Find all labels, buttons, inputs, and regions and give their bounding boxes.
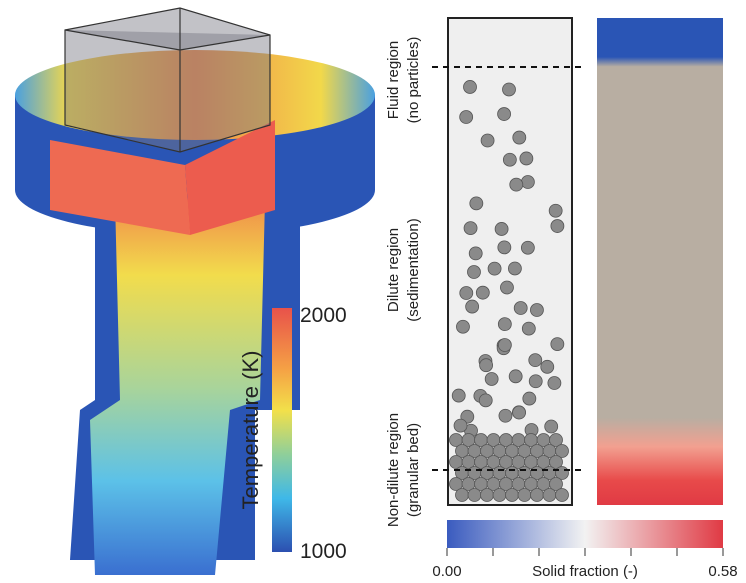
- temperature-colorbar: [272, 308, 292, 552]
- region-label: Dilute region: [385, 228, 402, 312]
- particle: [551, 220, 564, 233]
- particle: [498, 339, 511, 352]
- particle: [493, 489, 506, 502]
- region-note: (no particles): [405, 37, 422, 124]
- colorbar-max: 0.58: [708, 563, 737, 580]
- particle: [529, 375, 542, 388]
- particle: [456, 320, 469, 333]
- particle: [549, 204, 562, 217]
- particle: [503, 153, 516, 166]
- particle: [543, 489, 556, 502]
- particle: [456, 489, 469, 502]
- particle: [522, 322, 535, 335]
- solid-fraction-colorbar: [447, 520, 723, 548]
- particle: [467, 266, 480, 279]
- particle: [529, 354, 542, 367]
- particle: [464, 222, 477, 235]
- particle: [479, 394, 492, 407]
- particle: [521, 175, 534, 188]
- particle: [495, 222, 508, 235]
- colorbar-ticks: [447, 548, 723, 556]
- particle: [498, 318, 511, 331]
- particle: [508, 262, 521, 275]
- particle: [551, 338, 564, 351]
- region-label: Fluid region: [385, 41, 402, 119]
- particle: [520, 152, 533, 165]
- particle: [513, 131, 526, 144]
- particle: [464, 80, 477, 93]
- particle: [468, 489, 481, 502]
- particle: [521, 241, 534, 254]
- region-note: (granular bed): [405, 423, 422, 517]
- particle: [503, 83, 516, 96]
- particle: [500, 281, 513, 294]
- particle: [481, 134, 494, 147]
- particle: [499, 409, 512, 422]
- colorbar-min: 0.00: [432, 563, 461, 580]
- particle: [531, 489, 544, 502]
- particle: [523, 392, 536, 405]
- particle: [530, 304, 543, 317]
- particle: [506, 489, 519, 502]
- figure: 2000 1000 Temperature (K) Fluid region (…: [0, 0, 746, 583]
- particle: [460, 287, 473, 300]
- region-label: Non-dilute region: [385, 413, 402, 527]
- particle: [454, 419, 467, 432]
- particle: [514, 302, 527, 315]
- particle: [480, 359, 493, 372]
- colorbar-min: 1000: [300, 540, 347, 563]
- colorbar-title: Solid fraction (-): [532, 563, 638, 580]
- colorbar-title: Temperature (K): [238, 351, 263, 510]
- particle: [452, 389, 465, 402]
- particle: [476, 286, 489, 299]
- particle: [470, 197, 483, 210]
- particle: [556, 489, 569, 502]
- particle: [510, 178, 523, 191]
- particle: [548, 377, 561, 390]
- particle: [466, 300, 479, 313]
- region-note: (sedimentation): [405, 218, 422, 321]
- particle: [460, 111, 473, 124]
- particle: [545, 420, 558, 433]
- particle: [498, 241, 511, 254]
- particle: [513, 406, 526, 419]
- particle: [469, 247, 482, 260]
- particle: [541, 360, 554, 373]
- particle: [509, 370, 522, 383]
- particle: [518, 489, 531, 502]
- particle: [498, 108, 511, 121]
- geometry-render: [15, 8, 375, 575]
- particle: [481, 489, 494, 502]
- colorbar-max: 2000: [300, 304, 347, 327]
- particle: [485, 372, 498, 385]
- solid-fraction-field: [597, 18, 723, 505]
- particle: [488, 262, 501, 275]
